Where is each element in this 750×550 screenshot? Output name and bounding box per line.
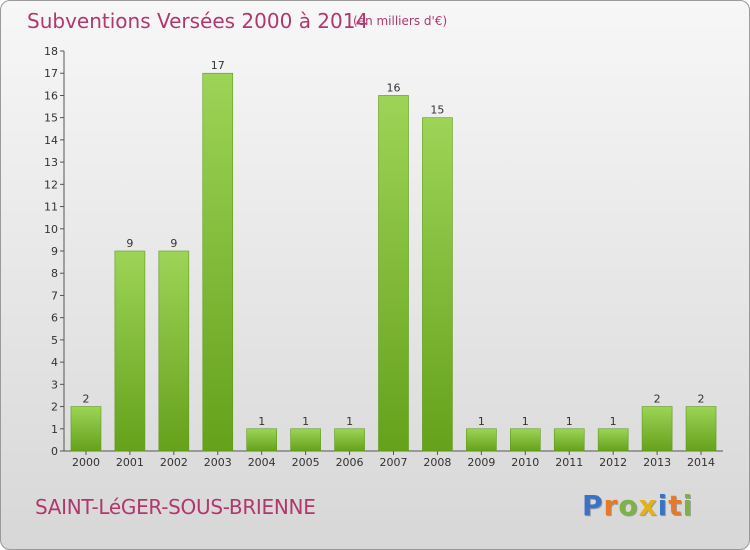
value-label-2000: 2 (82, 393, 89, 406)
logo-letter: i (682, 489, 694, 522)
value-label-2004: 1 (258, 415, 265, 428)
value-label-2011: 1 (566, 415, 573, 428)
logo-letter: P (582, 489, 604, 522)
value-label-2012: 1 (610, 415, 617, 428)
bar-2012 (597, 428, 629, 452)
y-tick-label: 14 (44, 134, 58, 147)
y-tick-label: 10 (44, 223, 58, 236)
y-tick-label: 9 (51, 245, 58, 258)
x-tick-label: 2012 (599, 456, 627, 469)
bar-2013 (641, 406, 673, 452)
bar-2014 (685, 406, 717, 452)
x-tick-label: 2011 (555, 456, 583, 469)
logo-letter: t (668, 489, 683, 522)
bar-2003 (202, 72, 234, 452)
x-tick-label: 2006 (336, 456, 364, 469)
value-label-2010: 1 (522, 415, 529, 428)
commune-name: SAINT-LéGER-SOUS-BRIENNE (35, 495, 316, 519)
bar-2000 (70, 406, 102, 452)
x-tick-label: 2000 (72, 456, 100, 469)
y-tick-label: 17 (44, 67, 58, 80)
y-tick-label: 8 (51, 267, 58, 280)
value-label-2008: 15 (430, 104, 444, 117)
x-tick-label: 2010 (511, 456, 539, 469)
value-label-2013: 2 (654, 393, 661, 406)
bar-2004 (246, 428, 277, 452)
logo-letter: x (638, 489, 658, 522)
proxiti-logo: Proxiti (582, 489, 693, 522)
bar-2005 (290, 428, 321, 452)
value-label-2009: 1 (478, 415, 485, 428)
x-tick-label: 2013 (643, 456, 671, 469)
x-tick-label: 2014 (687, 456, 715, 469)
y-tick-label: 2 (51, 401, 58, 414)
labels: 2000 2 2001 9 2002 9 2003 17 2004 1 2005 1 2006 1 2007… (72, 59, 715, 469)
value-label-2014: 2 (698, 393, 705, 406)
x-tick-label: 2003 (204, 456, 232, 469)
x-tick-label: 2001 (116, 456, 144, 469)
y-tick-label: 15 (44, 112, 58, 125)
value-label-2002: 9 (170, 237, 177, 250)
bar-2001 (114, 250, 146, 452)
logo-letter: i (657, 489, 669, 522)
y-tick-label: 4 (51, 356, 58, 369)
bar-2002 (158, 250, 190, 452)
y-tick-label: 3 (51, 378, 58, 391)
value-label-2001: 9 (126, 237, 133, 250)
value-label-2006: 1 (346, 415, 353, 428)
x-tick-label: 2002 (160, 456, 188, 469)
y-tick-label: 1 (51, 423, 58, 436)
y-tick-label: 0 (51, 445, 58, 458)
x-tick-label: 2005 (292, 456, 320, 469)
bar-2010 (509, 428, 541, 452)
x-tick-label: 2009 (467, 456, 495, 469)
unit-note: (en milliers d'€) (353, 14, 448, 28)
bar-2009 (466, 428, 497, 452)
bar-2008 (422, 117, 453, 452)
bar-2007 (378, 95, 409, 452)
y-tick-label: 5 (51, 334, 58, 347)
y-tick-label: 6 (51, 312, 58, 325)
bar-2011 (553, 428, 585, 452)
x-tick-label: 2007 (380, 456, 408, 469)
chart-title: Subventions Versées 2000 à 2014 (27, 9, 369, 33)
bars (70, 72, 717, 452)
y-tick-label: 13 (44, 156, 58, 169)
y-tick-label: 11 (44, 201, 58, 214)
y-tick-label: 12 (44, 178, 58, 191)
logo-letter: o (618, 489, 639, 522)
value-label-2003: 17 (211, 59, 225, 72)
bar-2006 (334, 428, 365, 452)
y-tick-label: 16 (44, 89, 58, 102)
value-label-2005: 1 (302, 415, 309, 428)
x-tick-label: 2004 (248, 456, 276, 469)
y-tick-label: 7 (51, 289, 58, 302)
logo-letter: r (603, 489, 619, 522)
value-label-2007: 16 (387, 81, 401, 94)
x-tick-label: 2008 (423, 456, 451, 469)
y-tick-label: 18 (44, 45, 58, 58)
